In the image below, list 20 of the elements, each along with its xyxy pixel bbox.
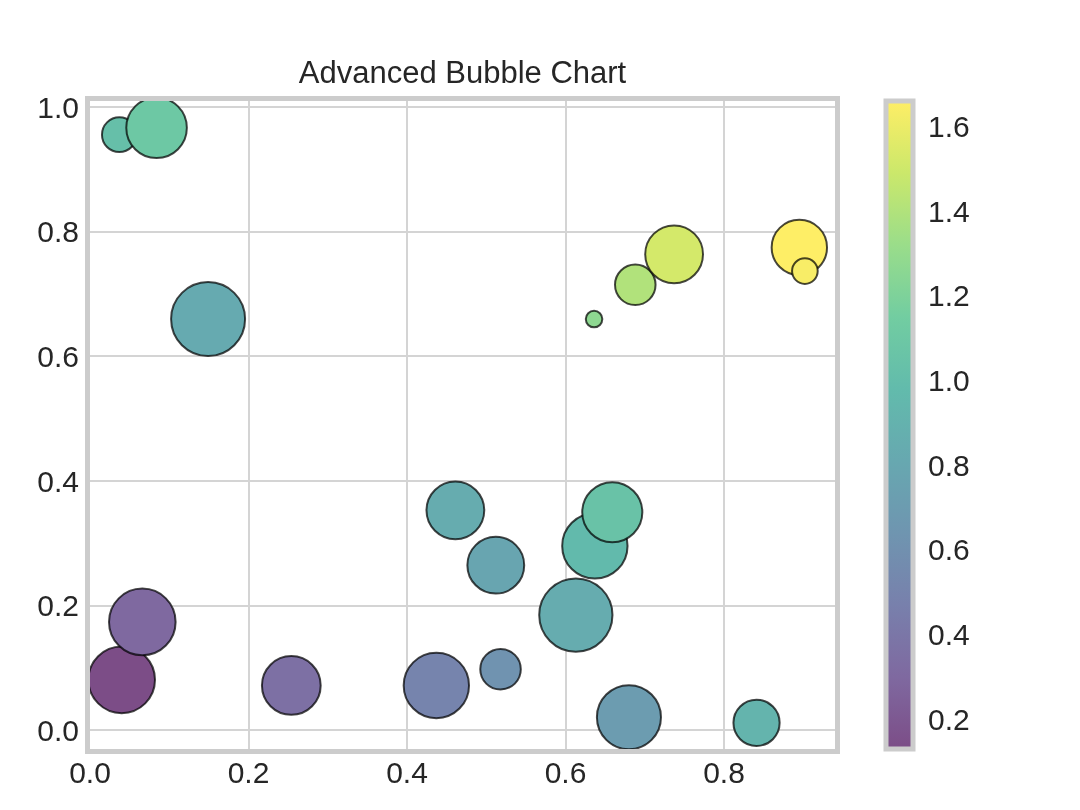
color-bar-label: 1.2 xyxy=(928,279,970,313)
y-tick-label: 0.4 xyxy=(37,464,79,498)
color-bar-label: 1.0 xyxy=(928,364,970,398)
x-tick-label: 0.0 xyxy=(69,756,111,789)
color-bar-label: 1.4 xyxy=(928,194,970,228)
x-tick-label: 0.8 xyxy=(703,756,745,789)
y-tick-label: 0.2 xyxy=(37,589,79,623)
y-tick-label: 0.6 xyxy=(37,339,79,373)
y-tick-label: 0.0 xyxy=(37,713,79,747)
color-bar-label: 1.6 xyxy=(928,109,970,143)
color-bar-label: 0.8 xyxy=(928,448,970,482)
chart-title: Advanced Bubble Chart xyxy=(298,54,627,90)
y-tick-label: 1.0 xyxy=(37,90,79,124)
color-bar-label: 0.6 xyxy=(928,533,970,567)
color-bar-label: 0.4 xyxy=(928,618,970,652)
x-tick-label: 0.4 xyxy=(386,756,428,789)
y-tick-label: 0.8 xyxy=(37,215,79,249)
x-tick-label: 0.2 xyxy=(227,756,270,789)
color-bar-label: 0.2 xyxy=(928,702,970,736)
x-tick-label: 0.6 xyxy=(544,756,587,789)
